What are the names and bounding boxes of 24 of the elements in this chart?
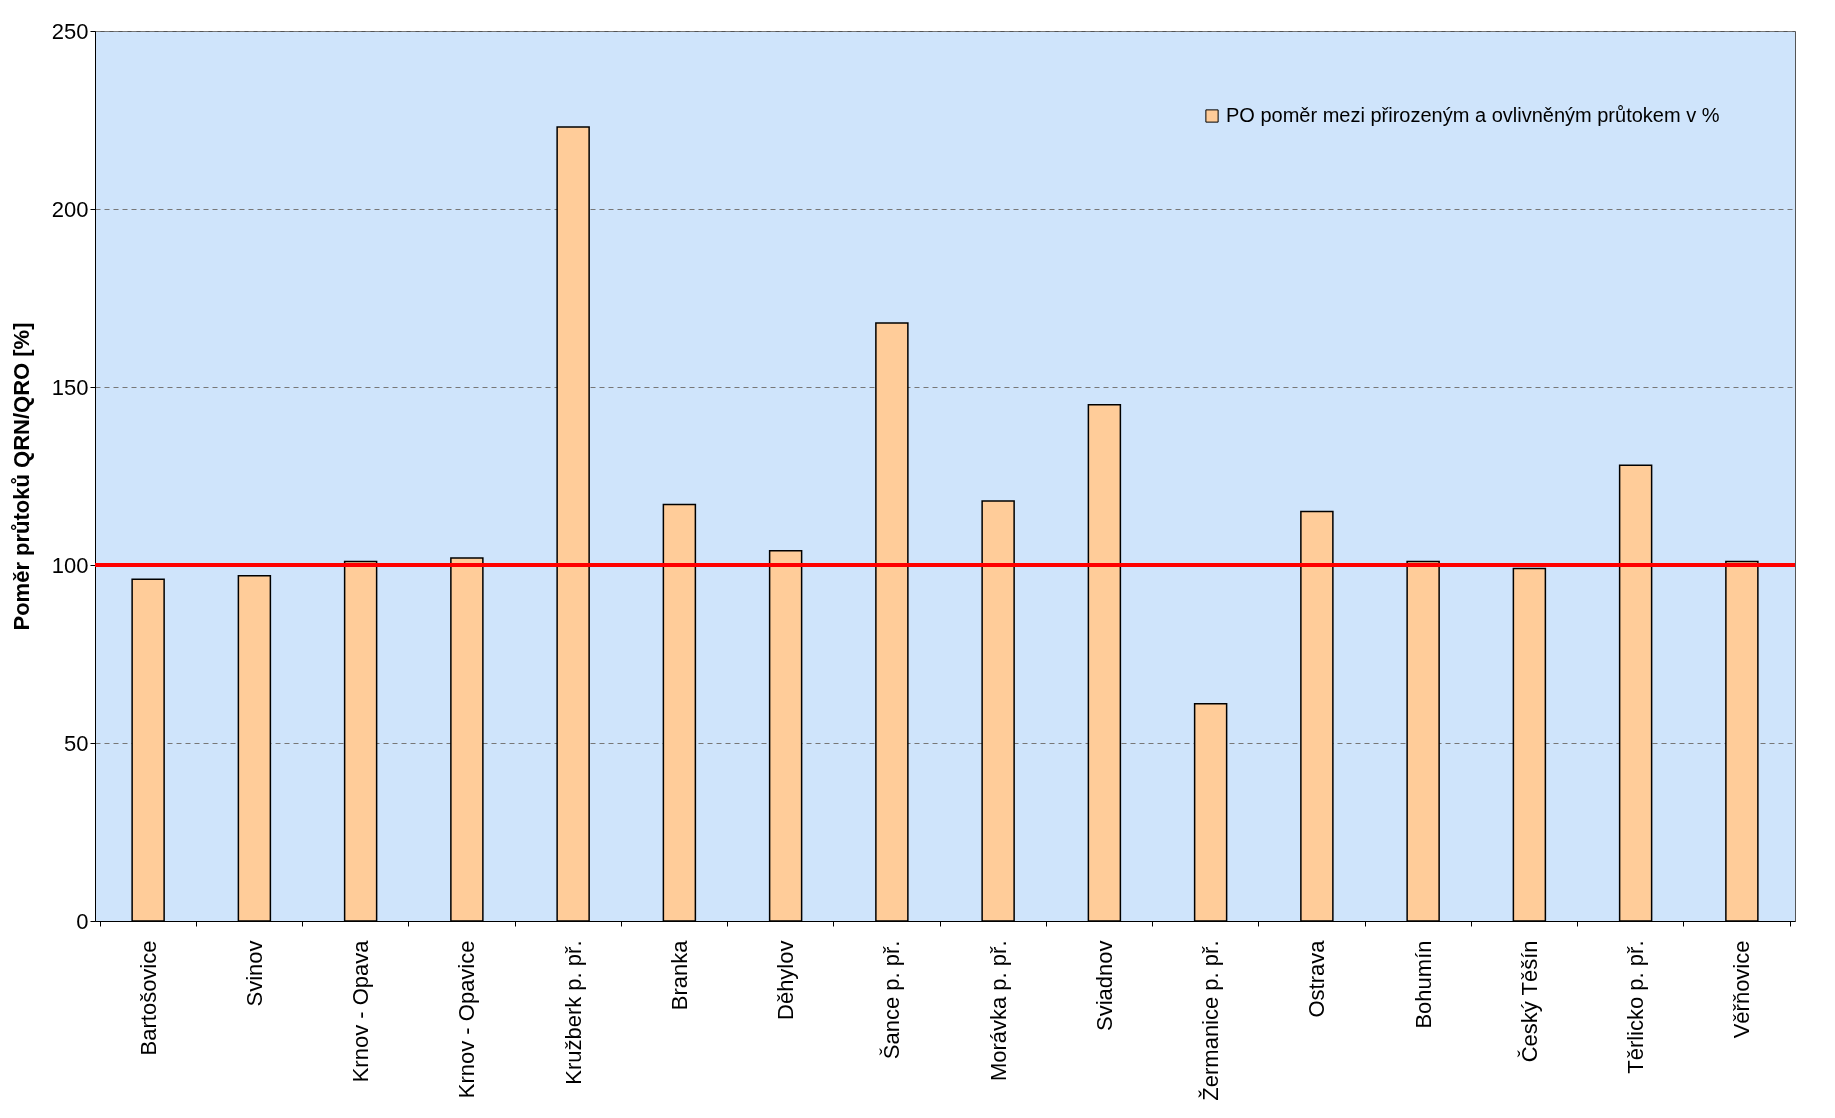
legend-label: PO poměr mezi přirozeným a ovlivněným průtokem v % xyxy=(1226,104,1720,126)
y-tick-label: 200 xyxy=(51,196,89,222)
x-tick-label: Šance p. př. xyxy=(879,940,905,1060)
y-axis-title: Poměr průtoků QRN/QRO [%] xyxy=(8,322,34,631)
y-tick-label: 100 xyxy=(51,552,89,578)
x-tick-label: Ostrava xyxy=(1304,939,1330,1018)
x-tick-label: Sviadnov xyxy=(1091,940,1117,1032)
x-tick-label: Svinov xyxy=(241,940,267,1007)
x-tick-label: Děhylov xyxy=(773,940,799,1020)
y-tick-label: 0 xyxy=(76,908,89,934)
x-tick-label: Branka xyxy=(666,939,692,1011)
x-tick-label: Těrlicko p. př. xyxy=(1623,940,1649,1074)
x-tick-label: Bohumín xyxy=(1410,940,1436,1029)
x-tick-label: Český Těšín xyxy=(1516,940,1542,1063)
y-tick-label: 50 xyxy=(64,730,89,756)
y-tick-label: 250 xyxy=(51,18,89,44)
x-tick-label: Žermanice p. př. xyxy=(1198,940,1224,1101)
x-tick-label: Krnov - Opavice xyxy=(454,940,480,1099)
y-tick-label: 150 xyxy=(51,374,89,400)
x-tick-label: Kružberk p. př. xyxy=(560,940,586,1085)
x-tick-label: Bartošovice xyxy=(135,940,161,1056)
x-tick-label: Věřňovice xyxy=(1729,940,1755,1039)
x-tick-label: Krnov - Opava xyxy=(348,939,374,1083)
x-tick-label: Morávka p. př. xyxy=(985,940,1011,1082)
